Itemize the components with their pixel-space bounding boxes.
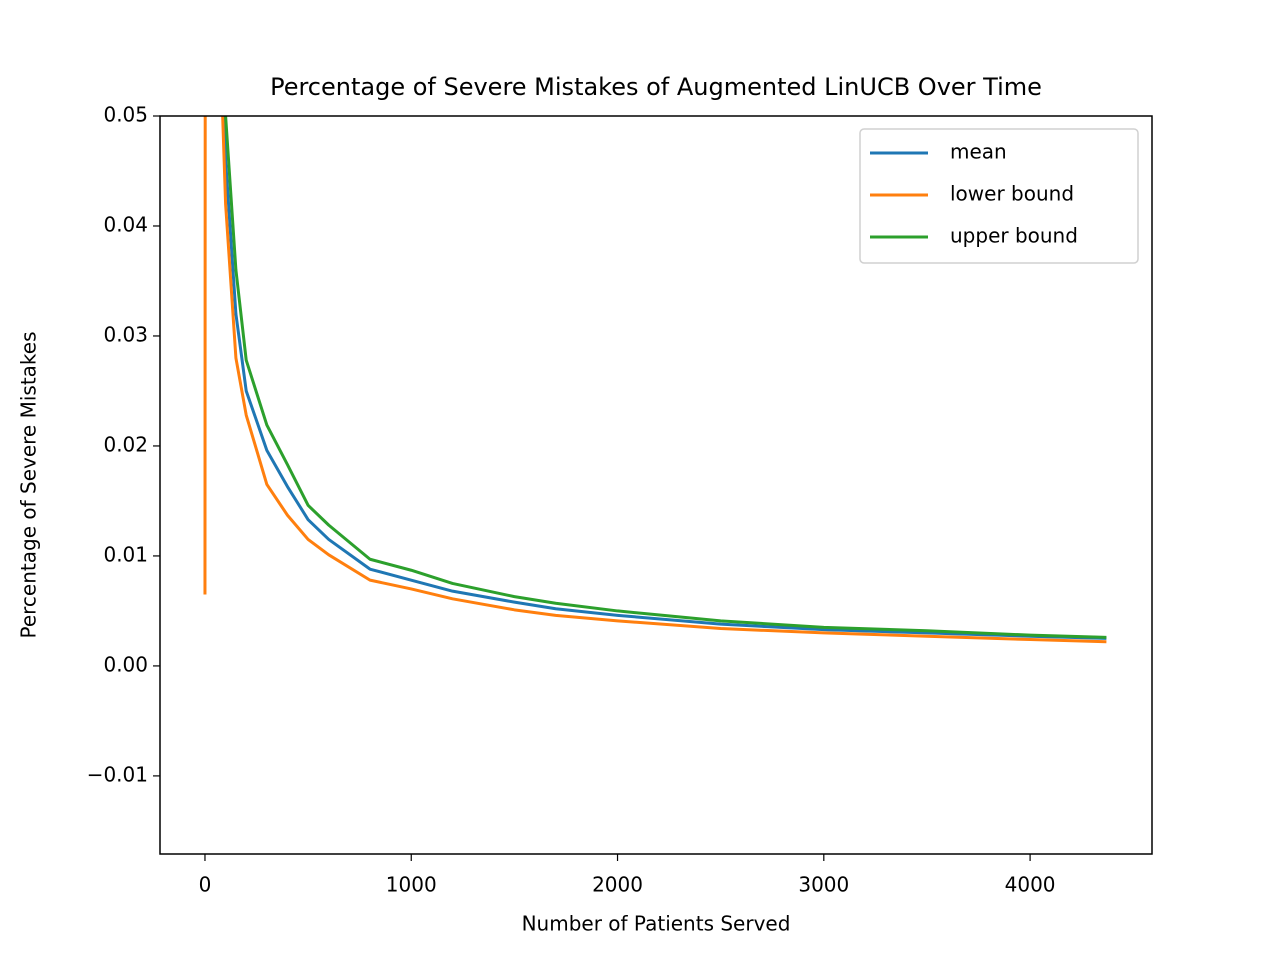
axes-frame — [159, 115, 1153, 855]
line-series — [222, 116, 1107, 640]
y-tick-label: 0.00 — [103, 652, 148, 676]
x-tick-label: 3000 — [798, 873, 849, 897]
legend-label: lower bound — [950, 182, 1074, 206]
plot-area — [203, 116, 1107, 644]
legend-label: upper bound — [950, 224, 1078, 248]
x-axis-label: Number of Patients Served — [522, 912, 791, 936]
y-tick-label: 0.04 — [103, 212, 148, 236]
x-tick-label: 4000 — [1005, 873, 1056, 897]
x-tick-label: 2000 — [592, 873, 643, 897]
y-tick-label: −0.01 — [87, 762, 148, 786]
y-tick-label: 0.01 — [103, 542, 148, 566]
legend-box — [859, 128, 1139, 264]
legend-label: mean — [950, 140, 1007, 164]
line-series — [224, 116, 1107, 639]
line-series — [203, 116, 1107, 644]
chart-title: Percentage of Severe Mistakes of Augment… — [270, 73, 1042, 101]
y-axis-label: Percentage of Severe Mistakes — [17, 331, 41, 638]
x-tick-label: 1000 — [386, 873, 437, 897]
y-tick-label: 0.03 — [103, 322, 148, 346]
y-tick-label: 0.05 — [103, 103, 148, 127]
x-tick-label: 0 — [199, 873, 212, 897]
y-tick-label: 0.02 — [103, 432, 148, 456]
